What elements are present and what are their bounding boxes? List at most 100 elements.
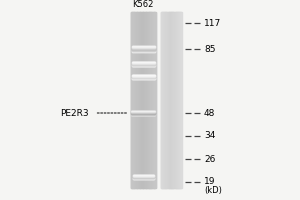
Bar — [133, 175, 154, 176]
Bar — [132, 51, 154, 52]
Bar — [132, 76, 154, 77]
Bar — [132, 78, 154, 79]
Bar — [131, 111, 155, 112]
Bar — [143, 12, 144, 188]
Bar — [132, 76, 154, 77]
Bar — [133, 178, 154, 179]
Bar — [132, 77, 154, 78]
Bar — [132, 48, 154, 49]
Bar — [132, 64, 154, 65]
Text: 48: 48 — [204, 108, 215, 117]
Bar — [163, 12, 164, 188]
Bar — [132, 48, 154, 49]
Bar — [132, 51, 154, 52]
Bar — [133, 178, 154, 179]
Bar — [133, 178, 154, 179]
Bar — [142, 12, 143, 188]
Text: 34: 34 — [204, 132, 215, 140]
Bar — [131, 113, 155, 114]
Text: 85: 85 — [204, 45, 215, 53]
Bar — [134, 12, 135, 188]
Bar — [137, 12, 138, 188]
Bar — [167, 12, 168, 188]
Bar — [155, 12, 156, 188]
Bar — [132, 78, 154, 79]
Bar — [133, 175, 154, 176]
Bar — [153, 12, 154, 188]
Bar — [169, 12, 170, 188]
Bar — [145, 12, 146, 188]
Bar — [165, 12, 166, 188]
Bar — [132, 77, 154, 78]
Bar — [132, 46, 154, 47]
Bar — [166, 12, 167, 188]
Bar — [132, 63, 154, 64]
Bar — [133, 175, 154, 176]
Bar — [163, 12, 164, 188]
Text: 26: 26 — [204, 154, 215, 164]
Bar — [176, 12, 177, 188]
Bar — [132, 47, 154, 48]
Bar — [131, 12, 132, 188]
Text: PE2R3: PE2R3 — [60, 108, 88, 117]
Bar — [140, 12, 141, 188]
Bar — [175, 12, 176, 188]
Bar — [132, 49, 154, 50]
Bar — [131, 114, 155, 115]
Bar — [147, 12, 148, 188]
Bar — [132, 64, 154, 65]
Bar — [148, 12, 149, 188]
Bar — [152, 12, 153, 188]
Text: (kD): (kD) — [204, 186, 222, 195]
Bar — [132, 12, 133, 188]
Bar — [150, 12, 151, 188]
Bar — [142, 12, 143, 188]
Bar — [139, 12, 140, 188]
Bar — [173, 12, 174, 188]
Bar — [168, 12, 169, 188]
Bar — [168, 12, 169, 188]
Bar — [151, 12, 152, 188]
Bar — [132, 75, 154, 76]
Text: 117: 117 — [204, 19, 221, 27]
Bar — [140, 12, 141, 188]
Bar — [136, 12, 137, 188]
Bar — [172, 12, 173, 188]
Bar — [132, 65, 154, 66]
Bar — [174, 12, 175, 188]
Bar — [166, 12, 167, 188]
Bar — [135, 12, 136, 188]
Bar — [170, 12, 171, 188]
Bar — [138, 12, 139, 188]
Bar — [174, 12, 175, 188]
Bar — [179, 12, 180, 188]
Bar — [172, 12, 173, 188]
Bar — [133, 177, 154, 178]
Bar — [144, 12, 145, 188]
Bar — [133, 176, 154, 177]
Bar — [151, 12, 152, 188]
Bar — [162, 12, 163, 188]
Bar — [164, 12, 165, 188]
Bar — [181, 12, 182, 188]
Text: K562: K562 — [132, 0, 153, 9]
Bar — [131, 111, 155, 112]
Bar — [167, 12, 168, 188]
Bar — [131, 113, 155, 114]
Bar — [131, 112, 155, 113]
Bar — [132, 76, 154, 77]
Bar — [171, 12, 172, 188]
Bar — [132, 46, 154, 47]
Bar — [179, 12, 180, 188]
Bar — [180, 12, 181, 188]
Bar — [133, 12, 134, 188]
Bar — [132, 12, 133, 188]
Bar — [132, 62, 154, 63]
Bar — [154, 12, 155, 188]
Bar — [132, 62, 154, 63]
Bar — [132, 64, 154, 65]
Bar — [131, 12, 132, 188]
Bar — [143, 12, 144, 188]
Bar — [132, 49, 154, 50]
Bar — [173, 12, 174, 188]
